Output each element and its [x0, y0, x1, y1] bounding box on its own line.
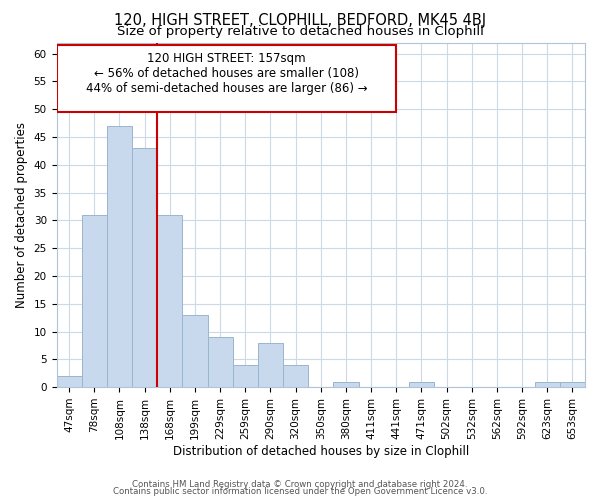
Bar: [182, 315, 208, 387]
Y-axis label: Number of detached properties: Number of detached properties: [15, 122, 28, 308]
Bar: [535, 382, 560, 387]
Bar: [258, 342, 283, 387]
Bar: [107, 126, 132, 387]
Text: ← 56% of detached houses are smaller (108): ← 56% of detached houses are smaller (10…: [94, 66, 359, 80]
Text: 44% of semi-detached houses are larger (86) →: 44% of semi-detached houses are larger (…: [86, 82, 367, 94]
Bar: [208, 337, 233, 387]
Bar: [283, 365, 308, 387]
Bar: [334, 382, 359, 387]
Bar: [157, 215, 182, 387]
Bar: [82, 215, 107, 387]
Bar: [132, 148, 157, 387]
Bar: [560, 382, 585, 387]
Text: 120 HIGH STREET: 157sqm: 120 HIGH STREET: 157sqm: [147, 52, 306, 64]
Bar: [233, 365, 258, 387]
Text: Size of property relative to detached houses in Clophill: Size of property relative to detached ho…: [116, 25, 484, 38]
Bar: [56, 376, 82, 387]
Bar: [409, 382, 434, 387]
FancyBboxPatch shape: [56, 46, 396, 112]
X-axis label: Distribution of detached houses by size in Clophill: Distribution of detached houses by size …: [173, 444, 469, 458]
Text: Contains HM Land Registry data © Crown copyright and database right 2024.: Contains HM Land Registry data © Crown c…: [132, 480, 468, 489]
Text: 120, HIGH STREET, CLOPHILL, BEDFORD, MK45 4BJ: 120, HIGH STREET, CLOPHILL, BEDFORD, MK4…: [114, 12, 486, 28]
Text: Contains public sector information licensed under the Open Government Licence v3: Contains public sector information licen…: [113, 487, 487, 496]
